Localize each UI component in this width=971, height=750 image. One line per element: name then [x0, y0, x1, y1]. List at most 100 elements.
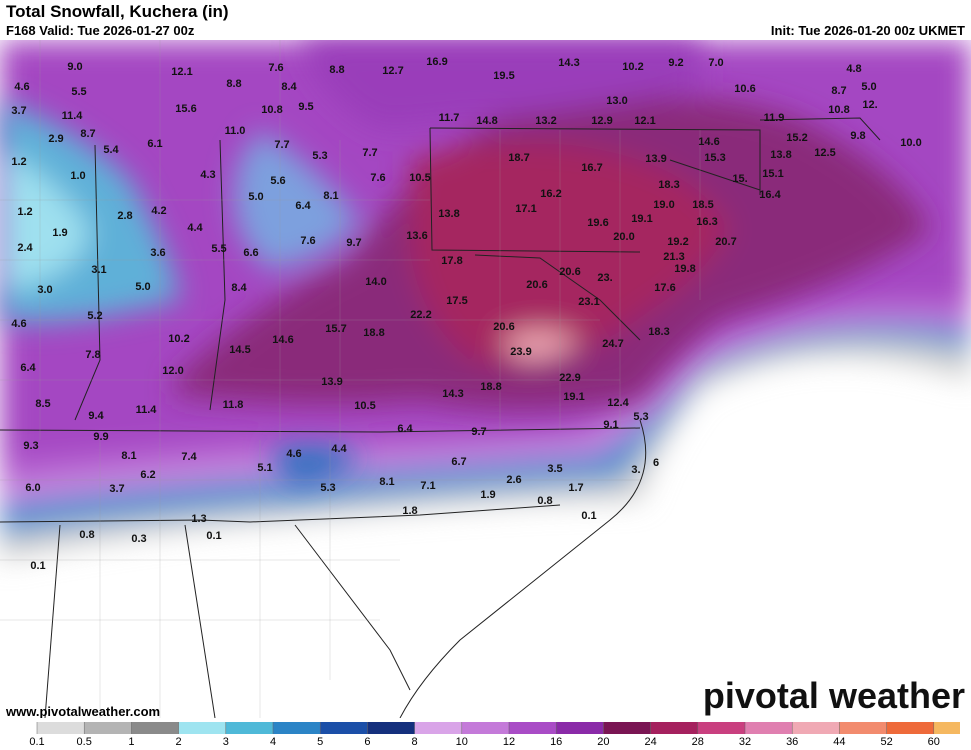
legend-swatch — [461, 722, 509, 734]
snowfall-value: 7.7 — [274, 139, 289, 151]
snowfall-value: 13.0 — [606, 95, 627, 107]
legend-swatch — [556, 722, 604, 734]
legend-label: 8 — [412, 736, 418, 748]
init-time: Init: Tue 2026-01-20 00z UKMET — [771, 23, 965, 38]
legend-label: 44 — [833, 736, 845, 748]
snowfall-value: 3.0 — [37, 284, 52, 296]
legend-swatch — [745, 722, 793, 734]
legend-swatch — [131, 722, 179, 734]
snowfall-value: 18.8 — [363, 327, 384, 339]
snowfall-value: 19.6 — [587, 217, 608, 229]
snowfall-value: 9.0 — [67, 61, 82, 73]
snowfall-value: 0.3 — [131, 533, 146, 545]
snowfall-value: 8.5 — [35, 398, 50, 410]
snowfall-value: 13.8 — [438, 208, 459, 220]
legend-label: 16 — [550, 736, 562, 748]
snowfall-value: 5.4 — [103, 144, 119, 156]
snowfall-value: 12.0 — [162, 365, 183, 377]
legend-swatch — [14, 722, 37, 734]
snowfall-value: 13.9 — [321, 376, 342, 388]
snowfall-value: 10.5 — [354, 400, 375, 412]
snowfall-value: 12.9 — [591, 115, 612, 127]
snowfall-value: 11.0 — [225, 125, 246, 137]
snowfall-value: 0.1 — [30, 560, 45, 572]
snowfall-value: 16.2 — [540, 188, 561, 200]
snowfall-value: 10.2 — [622, 61, 643, 73]
snowfall-value: 10.8 — [261, 104, 282, 116]
snowfall-value: 1.8 — [402, 505, 417, 517]
snowfall-value: 17.1 — [515, 203, 536, 215]
snowfall-value: 12.1 — [171, 66, 192, 78]
snowfall-value: 4.3 — [200, 169, 215, 181]
snowfall-value: 23.9 — [510, 346, 531, 358]
snowfall-value: 16.9 — [426, 56, 447, 68]
legend-swatch — [697, 722, 745, 734]
snowfall-value: 7.8 — [85, 349, 100, 361]
snowfall-value: 8.4 — [231, 282, 247, 294]
snowfall-value: 4.2 — [151, 205, 166, 217]
snowfall-value: 18.3 — [658, 179, 679, 191]
legend-label: 10 — [456, 736, 468, 748]
snowfall-value: 5.1 — [257, 462, 272, 474]
snowfall-value: 6.2 — [140, 469, 155, 481]
legend: 0.1 0.5 1 2 3 4 5 6 8 10 12 16 20 24 28 32 36 44 52 60 — [0, 718, 971, 750]
snowfall-value: 5.0 — [135, 281, 150, 293]
snowfall-value: 1.2 — [17, 206, 32, 218]
snowfall-value: 22.2 — [410, 309, 431, 321]
snowfall-value: 8.1 — [121, 450, 136, 462]
snowfall-value: 12.7 — [382, 65, 403, 77]
snowfall-value: 18.3 — [648, 326, 669, 338]
snowfall-value: 7.6 — [370, 172, 385, 184]
snowfall-value: 3.1 — [91, 264, 106, 276]
snowfall-value: 5.3 — [312, 150, 327, 162]
legend-label: 2 — [176, 736, 182, 748]
legend-swatch — [37, 722, 85, 734]
snowfall-value: 2.6 — [506, 474, 521, 486]
legend-swatch — [367, 722, 415, 734]
snowfall-value: 13.2 — [535, 115, 556, 127]
snowfall-value: 7.6 — [268, 62, 283, 74]
snowfall-value: 24.7 — [602, 338, 623, 350]
legend-swatch — [509, 722, 557, 734]
snowfall-value: 1.0 — [70, 170, 85, 182]
legend-label: 12 — [503, 736, 515, 748]
snowfall-value: 5.3 — [633, 411, 648, 423]
snowfall-value: 5.6 — [270, 175, 285, 187]
legend-swatch — [886, 722, 934, 734]
snowfall-value: 6.4 — [397, 423, 413, 435]
snowfall-value: 12.5 — [814, 147, 835, 159]
snowfall-value: 20.7 — [715, 236, 736, 248]
snowfall-value: 7.6 — [300, 235, 315, 247]
snowfall-value: 2.8 — [117, 210, 132, 222]
snowfall-value: 19.0 — [653, 199, 674, 211]
snowfall-value: 11.9 — [764, 112, 785, 124]
snowfall-value: 1.9 — [52, 227, 67, 239]
snowfall-value: 9.4 — [88, 410, 104, 422]
snowfall-value: 5.5 — [211, 243, 226, 255]
snowfall-value: 6.0 — [25, 482, 40, 494]
snowfall-value: 6.7 — [451, 456, 466, 468]
legend-label: 28 — [692, 736, 704, 748]
legend-label: 1 — [128, 736, 134, 748]
snowfall-value: 10.5 — [409, 172, 430, 184]
snowfall-value: 6 — [653, 457, 659, 469]
legend-swatch — [273, 722, 321, 734]
snowfall-value: 20.6 — [526, 279, 547, 291]
legend-swatch — [933, 722, 960, 734]
snowfall-value: 9.8 — [850, 130, 865, 142]
snowfall-value: 9.7 — [346, 237, 361, 249]
snowfall-value: 19.1 — [563, 391, 584, 403]
snowfall-value: 12. — [862, 99, 877, 111]
snowfall-value: 13.8 — [770, 149, 791, 161]
snowfall-value: 6.4 — [20, 362, 36, 374]
snowfall-value: 6.6 — [243, 247, 258, 259]
snowfall-value: 5.3 — [320, 482, 335, 494]
legend-label: 20 — [597, 736, 609, 748]
snowfall-value: 18.8 — [480, 381, 501, 393]
snowfall-value: 3.6 — [150, 247, 165, 259]
legend-swatch — [839, 722, 887, 734]
snowfall-value: 18.7 — [508, 152, 529, 164]
snowfall-value: 15.2 — [786, 132, 807, 144]
title: Total Snowfall, Kuchera (in) — [6, 2, 229, 21]
